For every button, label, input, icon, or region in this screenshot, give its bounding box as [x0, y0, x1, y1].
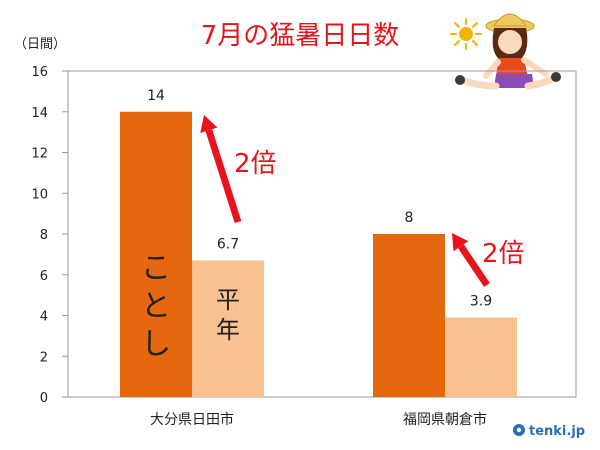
chart-title: 7月の猛暑日日数 [201, 21, 400, 51]
y-tick-label: 12 [31, 147, 48, 162]
y-tick-label: 0 [40, 391, 48, 406]
annotation-text: 2倍 [234, 149, 277, 179]
girl-sitting-illustration [455, 13, 561, 90]
y-tick-label: 4 [40, 310, 48, 325]
series-label-char: 平 [216, 286, 240, 314]
annotations: 2倍 2倍 [200, 115, 525, 287]
data-label: 14 [147, 88, 165, 104]
series-labels: ことし 平年 [141, 251, 240, 362]
series-label-char: こ [141, 251, 171, 286]
category-labels: 大分県日田市 福岡県朝倉市 [150, 411, 487, 428]
data-label: 3.9 [470, 294, 492, 310]
bar-normal-1 [192, 260, 264, 397]
y-axis-ticks: 0 2 4 6 8 10 12 14 16 [31, 65, 68, 406]
tenki-logo: tenki.jp [513, 424, 585, 439]
category-label: 大分県日田市 [150, 411, 234, 428]
series-label-char: 年 [216, 316, 240, 344]
data-label: 8 [405, 210, 414, 226]
y-tick-label: 6 [40, 269, 48, 284]
y-tick-label: 14 [31, 106, 48, 121]
bar-normal-2 [445, 317, 517, 397]
arrow-head [200, 115, 218, 133]
arrow-head [452, 233, 469, 252]
series-label-char: と [141, 289, 171, 324]
bar-this-year-1 [120, 111, 192, 397]
category-label: 福岡県朝倉市 [403, 411, 487, 428]
y-tick-label: 16 [31, 65, 48, 80]
tenki-logo-text: tenki.jp [529, 424, 585, 439]
data-label: 6.7 [217, 236, 239, 252]
bar-this-year-2 [373, 234, 445, 397]
data-labels: 14 6.7 8 3.9 [147, 88, 492, 310]
arrow-shaft [205, 129, 242, 224]
tenki-logo-icon [513, 424, 525, 436]
series-label-char: し [141, 327, 171, 362]
annotation-text: 2倍 [482, 239, 525, 269]
bars [120, 111, 517, 397]
series-label-this-year: ことし [141, 251, 171, 362]
arrow-shaft [458, 244, 490, 287]
y-tick-label: 10 [31, 187, 48, 202]
sun-icon [450, 18, 482, 50]
series-label-normal: 平年 [216, 286, 240, 344]
y-axis-label: （日間） [14, 37, 66, 52]
y-tick-label: 2 [40, 350, 48, 365]
y-tick-label: 8 [40, 228, 48, 243]
